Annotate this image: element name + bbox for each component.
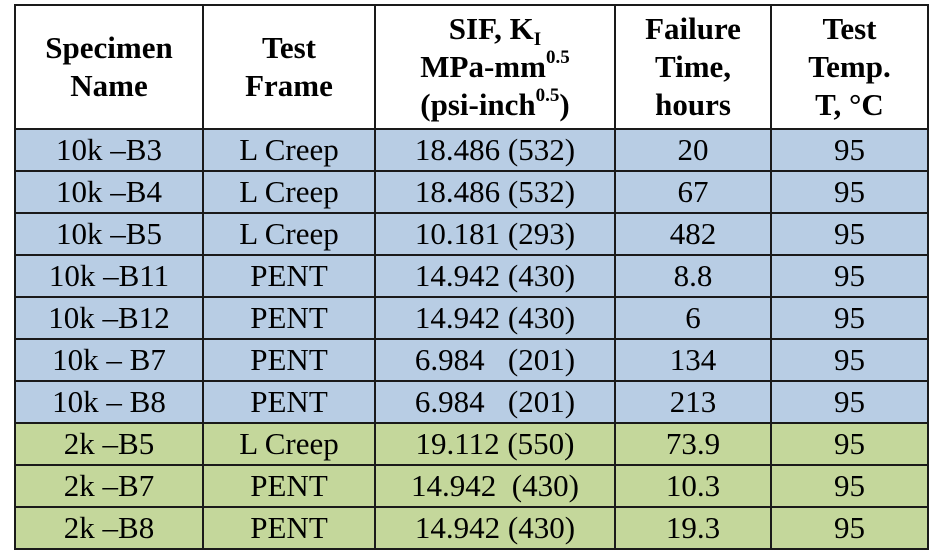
cell-test-temp: 95 xyxy=(771,171,928,213)
header-specimen-name: Specimen Name xyxy=(15,5,203,129)
cell-test-temp: 95 xyxy=(771,465,928,507)
cell-failure-time: 134 xyxy=(615,339,771,381)
table-row: 10k –B5 L Creep 10.181 (293) 482 95 xyxy=(15,213,928,255)
table-row: 10k –B3 L Creep 18.486 (532) 20 95 xyxy=(15,129,928,171)
table-row: 10k – B8 PENT 6.984 (201) 213 95 xyxy=(15,381,928,423)
specimen-test-table: Specimen Name Test Frame SIF, KI MPa-mm0… xyxy=(14,4,929,550)
cell-failure-time: 67 xyxy=(615,171,771,213)
cell-specimen-name: 10k – B7 xyxy=(15,339,203,381)
cell-test-frame: PENT xyxy=(203,507,375,549)
cell-test-temp: 95 xyxy=(771,213,928,255)
cell-specimen-name: 2k –B7 xyxy=(15,465,203,507)
cell-failure-time: 6 xyxy=(615,297,771,339)
cell-sif: 18.486 (532) xyxy=(375,129,615,171)
cell-test-temp: 95 xyxy=(771,507,928,549)
cell-failure-time: 213 xyxy=(615,381,771,423)
header-sif: SIF, KI MPa-mm0.5 (psi-inch0.5) xyxy=(375,5,615,129)
cell-test-temp: 95 xyxy=(771,423,928,465)
cell-test-frame: L Creep xyxy=(203,129,375,171)
table-row: 2k –B8 PENT 14.942 (430) 19.3 95 xyxy=(15,507,928,549)
header-row: Specimen Name Test Frame SIF, KI MPa-mm0… xyxy=(15,5,928,129)
cell-specimen-name: 10k –B11 xyxy=(15,255,203,297)
cell-specimen-name: 2k –B5 xyxy=(15,423,203,465)
cell-test-temp: 95 xyxy=(771,255,928,297)
cell-test-frame: L Creep xyxy=(203,423,375,465)
cell-test-frame: PENT xyxy=(203,381,375,423)
cell-specimen-name: 10k –B4 xyxy=(15,171,203,213)
cell-specimen-name: 10k –B3 xyxy=(15,129,203,171)
cell-sif: 10.181 (293) xyxy=(375,213,615,255)
cell-test-temp: 95 xyxy=(771,339,928,381)
cell-test-frame: PENT xyxy=(203,465,375,507)
table-row: 10k – B7 PENT 6.984 (201) 134 95 xyxy=(15,339,928,381)
table-row: 10k –B4 L Creep 18.486 (532) 67 95 xyxy=(15,171,928,213)
table-container: Specimen Name Test Frame SIF, KI MPa-mm0… xyxy=(14,4,927,548)
header-test-temp: Test Temp. T, °C xyxy=(771,5,928,129)
cell-failure-time: 20 xyxy=(615,129,771,171)
cell-test-frame: PENT xyxy=(203,255,375,297)
cell-test-frame: PENT xyxy=(203,297,375,339)
cell-test-temp: 95 xyxy=(771,297,928,339)
cell-test-temp: 95 xyxy=(771,381,928,423)
cell-specimen-name: 10k –B5 xyxy=(15,213,203,255)
cell-sif: 19.112 (550) xyxy=(375,423,615,465)
header-failure-time: Failure Time, hours xyxy=(615,5,771,129)
cell-failure-time: 10.3 xyxy=(615,465,771,507)
cell-test-temp: 95 xyxy=(771,129,928,171)
cell-specimen-name: 2k –B8 xyxy=(15,507,203,549)
cell-specimen-name: 10k –B12 xyxy=(15,297,203,339)
cell-sif: 18.486 (532) xyxy=(375,171,615,213)
cell-failure-time: 19.3 xyxy=(615,507,771,549)
table-body: 10k –B3 L Creep 18.486 (532) 20 95 10k –… xyxy=(15,129,928,549)
cell-test-frame: L Creep xyxy=(203,213,375,255)
cell-failure-time: 73.9 xyxy=(615,423,771,465)
cell-test-frame: PENT xyxy=(203,339,375,381)
table-row: 10k –B12 PENT 14.942 (430) 6 95 xyxy=(15,297,928,339)
cell-specimen-name: 10k – B8 xyxy=(15,381,203,423)
cell-sif: 14.942 (430) xyxy=(375,465,615,507)
cell-sif: 6.984 (201) xyxy=(375,381,615,423)
cell-sif: 14.942 (430) xyxy=(375,255,615,297)
cell-failure-time: 482 xyxy=(615,213,771,255)
table-row: 2k –B5 L Creep 19.112 (550) 73.9 95 xyxy=(15,423,928,465)
cell-sif: 14.942 (430) xyxy=(375,297,615,339)
cell-failure-time: 8.8 xyxy=(615,255,771,297)
header-test-frame: Test Frame xyxy=(203,5,375,129)
cell-sif: 6.984 (201) xyxy=(375,339,615,381)
table-row: 2k –B7 PENT 14.942 (430) 10.3 95 xyxy=(15,465,928,507)
table-row: 10k –B11 PENT 14.942 (430) 8.8 95 xyxy=(15,255,928,297)
cell-sif: 14.942 (430) xyxy=(375,507,615,549)
cell-test-frame: L Creep xyxy=(203,171,375,213)
